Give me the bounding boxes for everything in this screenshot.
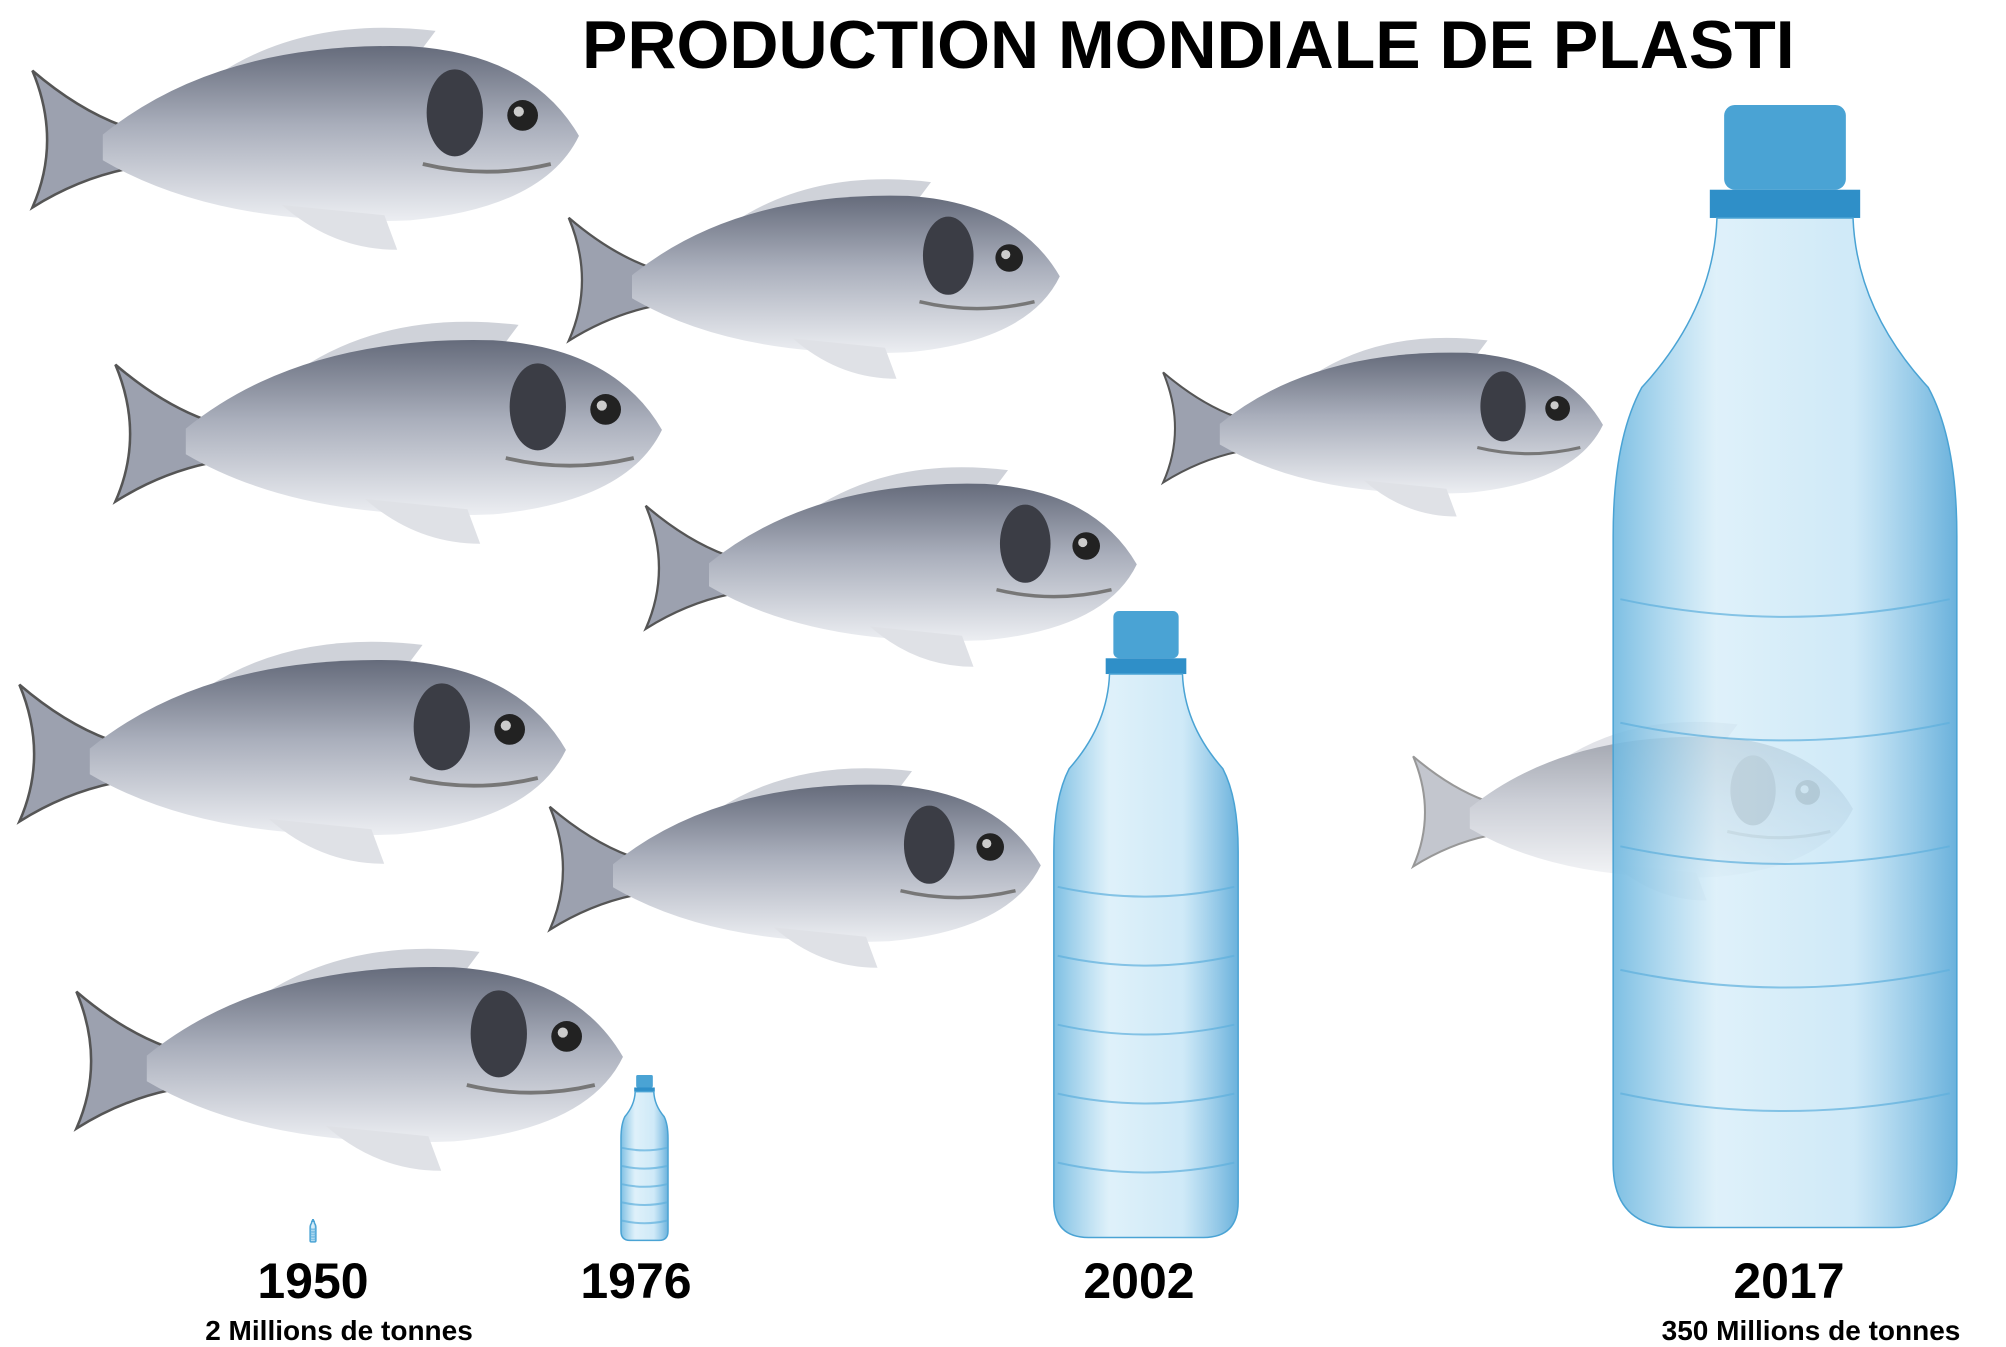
year-caption: 350 Millions de tonnes xyxy=(1662,1315,1961,1346)
infographic: PRODUCTION MONDIALE DE PLASTI 1950 2 Mil… xyxy=(0,0,2006,1347)
title: PRODUCTION MONDIALE DE PLASTI xyxy=(582,7,1795,83)
year-caption: 2 Millions de tonnes xyxy=(205,1315,473,1346)
year-label: 1950 xyxy=(257,1253,368,1309)
year-label: 2017 xyxy=(1733,1253,1844,1309)
year-label: 1976 xyxy=(580,1253,691,1309)
fish-school xyxy=(19,28,1853,1171)
year-label: 2002 xyxy=(1083,1253,1194,1309)
